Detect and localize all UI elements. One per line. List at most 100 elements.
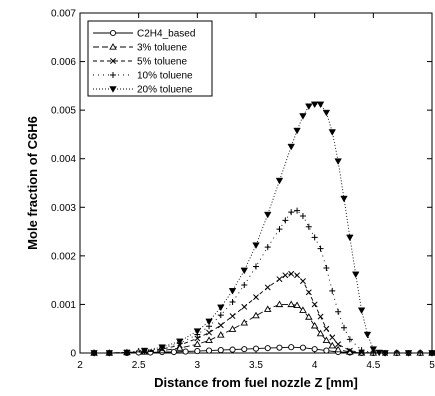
- marker-circle: [109, 29, 117, 37]
- marker-x: [311, 301, 318, 308]
- marker-triangle-down: [328, 129, 336, 136]
- marker-x: [229, 313, 236, 320]
- marker-triangle: [109, 43, 117, 50]
- marker-circle: [206, 347, 213, 354]
- marker-x: [299, 278, 306, 285]
- marker-x: [329, 334, 336, 341]
- legend-label: 20% toluene: [137, 85, 193, 96]
- marker-triangle-down: [310, 101, 319, 109]
- marker-circle: [217, 347, 224, 354]
- legend-box: [87, 20, 213, 97]
- marker-triangle: [205, 336, 213, 344]
- marker-x: [264, 284, 271, 291]
- marker-circle: [264, 345, 271, 352]
- marker-triangle-down: [334, 158, 342, 165]
- marker-triangle-down: [375, 349, 383, 357]
- marker-triangle-down: [352, 271, 360, 279]
- marker-circle: [288, 344, 295, 351]
- legend: C2H4_based 3% toluene 5% toluene 10% toluen…: [87, 20, 213, 97]
- marker-triangle-down: [428, 350, 435, 357]
- marker-triangle: [310, 321, 319, 329]
- legend-item: 3% toluene: [93, 43, 187, 54]
- marker-circle: [311, 346, 318, 353]
- marker-plus: [299, 213, 306, 220]
- marker-triangle-down: [299, 113, 307, 120]
- legend-label: 5% toluene: [137, 57, 187, 68]
- marker-triangle: [275, 300, 284, 308]
- marker-triangle: [263, 305, 272, 312]
- marker-plus: [110, 72, 116, 78]
- x-axis-ticks: 2 2.5 3 3.5 4 4.5 5: [77, 13, 435, 371]
- marker-circle: [276, 344, 283, 351]
- marker-triangle: [228, 325, 237, 332]
- marker-triangle-down: [228, 288, 237, 295]
- marker-triangle: [316, 329, 325, 337]
- series-layer: [90, 101, 435, 357]
- marker-triangle: [175, 344, 184, 351]
- marker-plus: [317, 245, 324, 252]
- marker-x: [282, 272, 289, 279]
- marker-x: [288, 270, 295, 277]
- marker-x: [317, 313, 324, 320]
- x-tick-label: 3: [195, 360, 201, 371]
- marker-triangle-down: [357, 307, 366, 315]
- x-tick-label: 2.5: [132, 360, 146, 371]
- marker-triangle-down: [293, 127, 301, 135]
- marker-x: [323, 325, 330, 332]
- marker-triangle-down: [287, 143, 295, 151]
- marker-plus: [229, 299, 236, 305]
- x-tick-label: 2: [77, 360, 83, 371]
- y-axis-title: Mole fraction of C6H6: [25, 116, 40, 250]
- x-tick-label: 4: [312, 360, 318, 371]
- marker-plus: [241, 282, 248, 288]
- x-tick-label: 4.5: [366, 360, 380, 371]
- marker-circle: [252, 345, 260, 352]
- marker-triangle: [293, 301, 301, 309]
- marker-triangle-down: [109, 86, 117, 93]
- marker-circle: [194, 348, 201, 355]
- marker-x: [194, 335, 201, 342]
- marker-triangle-down: [217, 304, 225, 312]
- marker-circle: [299, 344, 306, 351]
- y-tick-label: 0.002: [51, 251, 76, 262]
- marker-plus: [305, 223, 312, 230]
- marker-triangle: [322, 336, 331, 344]
- marker-plus: [311, 234, 318, 241]
- marker-plus: [323, 265, 330, 271]
- marker-triangle: [287, 300, 295, 308]
- marker-x: [110, 58, 116, 64]
- marker-plus: [358, 347, 365, 354]
- marker-circle: [241, 346, 248, 353]
- y-tick-label: 0.005: [51, 106, 76, 117]
- series-4: [90, 101, 435, 357]
- marker-plus: [264, 244, 271, 251]
- marker-triangle-down: [363, 331, 372, 339]
- marker-triangle-down: [105, 350, 114, 357]
- marker-plus: [329, 287, 336, 294]
- legend-label: 10% toluene: [137, 71, 193, 82]
- marker-x: [346, 347, 353, 354]
- legend-item: 5% toluene: [93, 57, 187, 68]
- marker-triangle-down: [264, 211, 272, 219]
- series-line: [94, 103, 432, 354]
- marker-triangle: [252, 311, 260, 319]
- legend-item: 20% toluene: [93, 85, 193, 96]
- marker-triangle: [193, 340, 202, 347]
- marker-plus: [335, 308, 342, 315]
- marker-triangle-down: [176, 338, 184, 346]
- y-tick-label: 0.004: [51, 154, 76, 165]
- marker-circle: [170, 348, 177, 356]
- y-axis-ticks: 0 0.001 0.002 0.003 0.004 0.005 0.006 0.007: [51, 9, 432, 360]
- marker-x: [305, 289, 312, 296]
- marker-triangle-down: [90, 350, 98, 357]
- legend-item: C2H4_based: [93, 29, 195, 40]
- marker-plus: [346, 336, 353, 343]
- marker-triangle-down: [305, 103, 313, 111]
- marker-x: [206, 329, 213, 336]
- marker-x: [276, 276, 283, 283]
- marker-plus: [217, 312, 224, 319]
- marker-plus: [294, 207, 301, 214]
- marker-triangle-down: [275, 177, 284, 185]
- marker-triangle: [299, 306, 307, 313]
- marker-triangle-down: [346, 234, 354, 242]
